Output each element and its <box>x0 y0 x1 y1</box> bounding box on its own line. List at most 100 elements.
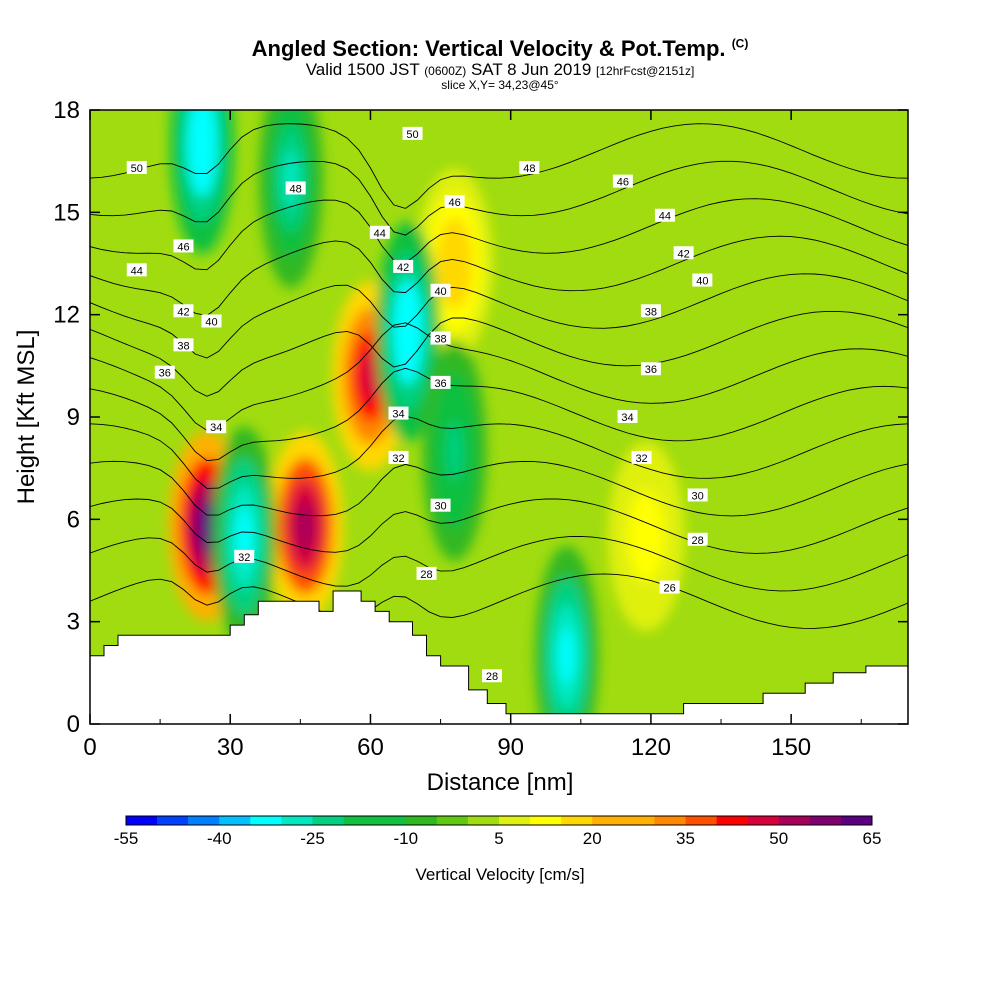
isentrope-label: 44 <box>126 263 147 277</box>
isentrope-label-box <box>173 239 194 253</box>
colorbar-swatch <box>654 816 686 825</box>
isentrope-label-text: 46 <box>177 241 189 253</box>
colorbar-frame <box>125 815 873 826</box>
field-cores <box>168 110 685 724</box>
isentrope-label: 30 <box>430 498 451 513</box>
isentrope-label: 48 <box>285 181 306 195</box>
isentrope-label: 50 <box>126 160 147 175</box>
isentrope-label-text: 48 <box>290 183 302 195</box>
isentrope-label-box <box>687 532 708 546</box>
isentrope-label-box <box>659 580 680 594</box>
colorbar-tick-label: 20 <box>583 829 602 848</box>
isentrope-label-box <box>154 365 175 379</box>
isentrope-label-text: 38 <box>177 340 189 352</box>
colorbar-swatch <box>623 816 655 825</box>
isentrope-label-box <box>692 273 713 287</box>
colorbar-swatch <box>188 816 220 825</box>
isentrope-label: 34 <box>388 406 409 421</box>
downdraft-core <box>193 115 211 173</box>
isentrope-label-text: 42 <box>678 248 690 260</box>
isentrope-line <box>90 573 908 629</box>
isentrope-label: 34 <box>206 420 227 434</box>
isentrope-label-box <box>444 195 465 209</box>
isentrope-label-text: 44 <box>374 228 386 240</box>
isentrope-label: 32 <box>631 450 652 465</box>
isentrope-label: 40 <box>692 273 713 288</box>
isentrope-line <box>90 198 908 271</box>
isentrope-label-text: 42 <box>397 262 409 274</box>
y-tick-label: 12 <box>53 302 80 329</box>
isentrope-line <box>90 498 908 554</box>
colorbar-tick-label: 5 <box>494 829 503 848</box>
colorbar-swatch <box>219 816 251 825</box>
isentrope-label-box <box>126 160 147 174</box>
isentrope-line <box>90 123 908 209</box>
isentrope-line <box>90 415 908 489</box>
isentrope-line <box>90 322 908 431</box>
isentrope-label-text: 30 <box>692 490 704 502</box>
isentrope-label-text: 44 <box>659 211 671 223</box>
updraft-core <box>636 511 657 562</box>
isentrope-label-box <box>612 174 633 188</box>
title-unit-tag: (C) <box>731 36 749 51</box>
colorbar-label: Vertical Velocity [cm/s] <box>415 865 584 884</box>
y-tick-label: 15 <box>53 199 80 226</box>
isentrope-label: 28 <box>416 566 437 581</box>
isentrope-label-box <box>402 126 423 140</box>
isentrope-label-box <box>430 331 451 345</box>
colorbar-tick-label: 50 <box>769 829 788 848</box>
isentrope-label: 42 <box>173 304 194 318</box>
colorbar-swatch <box>716 816 748 825</box>
isentrope-label-box <box>173 338 194 352</box>
isentrope-label-box <box>617 410 638 423</box>
colorbar-tick-label: 65 <box>863 829 882 848</box>
isentrope-label-text: 42 <box>177 306 189 318</box>
isentrope-label-text: 36 <box>159 368 171 380</box>
isentrope-label-text: 28 <box>486 671 498 683</box>
isentrope-label: 42 <box>673 246 694 260</box>
colorbar-swatch <box>592 816 624 825</box>
isentrope-label: 38 <box>173 338 194 352</box>
isentrope-label-box <box>206 420 227 434</box>
colorbar-swatch <box>809 816 842 825</box>
isentrope-label: 40 <box>430 283 451 298</box>
x-tick-label: 30 <box>217 734 244 761</box>
isentrope-label-text: 30 <box>434 501 446 513</box>
isentrope-label-box <box>201 314 222 328</box>
isentrope-label-box <box>631 450 652 464</box>
isentrope-label-text: 40 <box>434 286 446 298</box>
colorbar-tick-label: -10 <box>393 829 418 848</box>
isentrope-label: 44 <box>654 208 675 223</box>
isentrope-lines <box>90 123 908 629</box>
isentrope-label: 38 <box>430 331 451 346</box>
isentrope-label-text: 34 <box>621 412 633 424</box>
isentrope-line <box>90 310 908 397</box>
colorbar-swatch <box>778 816 811 825</box>
isentrope-label-text: 34 <box>210 422 222 434</box>
isentrope-label-text: 38 <box>434 334 446 346</box>
y-tick-label: 9 <box>67 404 80 431</box>
updraft-core <box>360 351 381 401</box>
updraft-core <box>295 501 316 551</box>
isentrope-label: 32 <box>388 450 409 465</box>
updraft-core <box>444 238 465 289</box>
x-tick-label: 60 <box>357 734 384 761</box>
isentrope-label: 36 <box>154 365 175 380</box>
x-tick-label: 120 <box>631 734 671 761</box>
isentrope-label: 28 <box>687 532 708 547</box>
isentrope-label-text: 32 <box>238 552 250 564</box>
y-tick-label: 6 <box>67 506 80 533</box>
isentrope-label-text: 34 <box>392 409 404 421</box>
colorbar: -55 -40 -25 -10 5 20 35 50 65 <box>114 815 882 848</box>
colorbar-swatch <box>343 816 375 825</box>
isentrope-label-text: 50 <box>131 163 143 175</box>
isentrope-line <box>90 235 908 316</box>
isentrope-label: 28 <box>481 669 502 683</box>
downdraft-core <box>399 303 417 361</box>
isentrope-label-box <box>393 259 414 273</box>
isentrope-label: 46 <box>444 195 465 209</box>
downdraft-core <box>446 422 463 480</box>
colorbar-swatch <box>374 816 407 825</box>
colorbar-swatch <box>561 816 593 825</box>
isentrope-label: 32 <box>234 549 255 564</box>
